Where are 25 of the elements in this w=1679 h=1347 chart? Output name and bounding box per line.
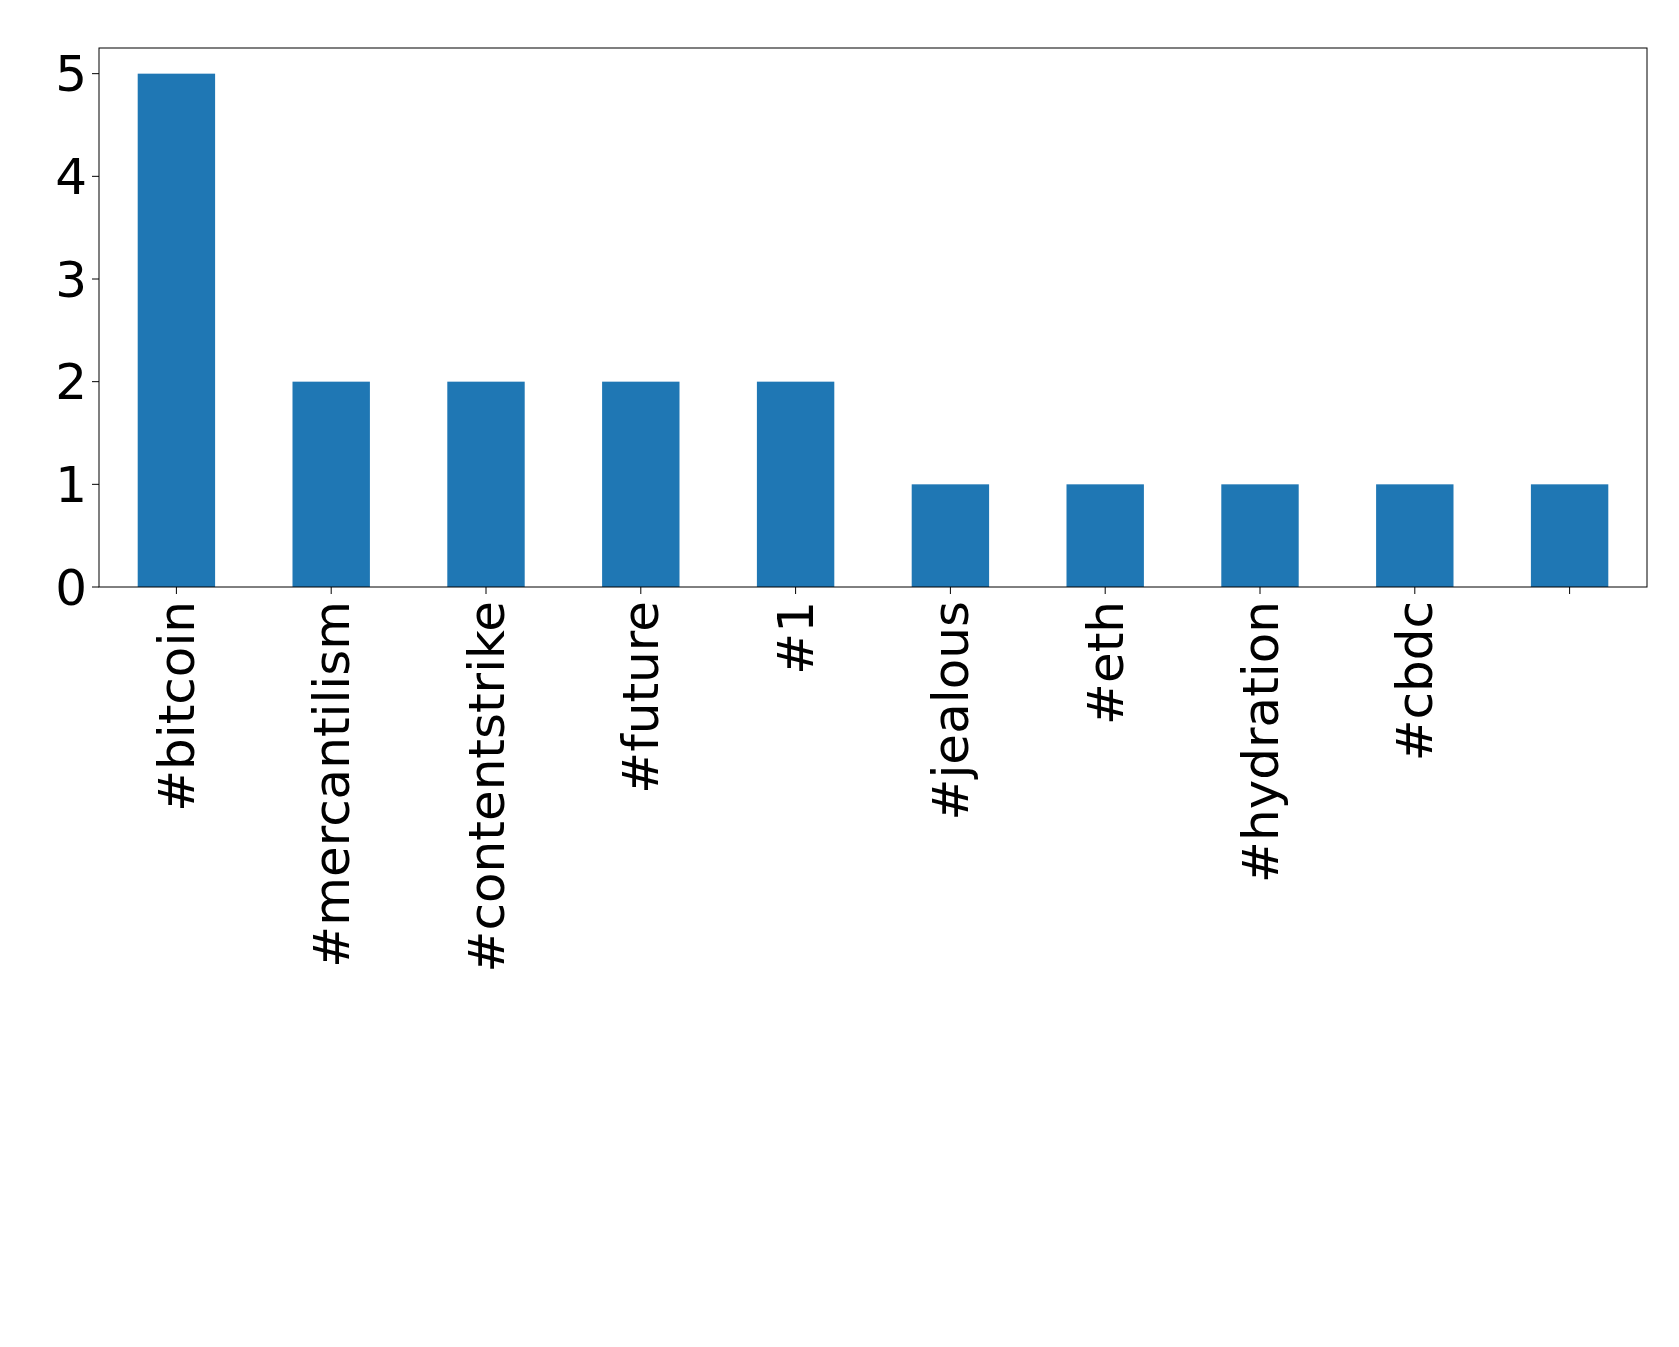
x-tick-label: #jealous — [921, 601, 980, 821]
bar — [1530, 484, 1609, 587]
y-tick-label: 5 — [55, 45, 87, 104]
bar — [911, 484, 990, 587]
bar — [1376, 484, 1454, 587]
x-tick-label: #eth — [1076, 601, 1135, 725]
y-tick-label: 1 — [55, 455, 87, 514]
bar — [1221, 484, 1299, 587]
x-tick-label: #cbdc — [1386, 601, 1445, 762]
x-tick-label: #1 — [767, 601, 826, 675]
y-tick-label: 2 — [55, 353, 87, 412]
y-tick-label: 4 — [55, 147, 87, 206]
bar — [137, 73, 216, 587]
x-tick-label: #bitcoin — [147, 601, 206, 812]
bar — [292, 381, 370, 587]
y-tick-label: 0 — [55, 558, 87, 617]
x-tick-label: #hydration — [1231, 601, 1290, 883]
x-tick-label: #mercantilism — [302, 601, 361, 968]
y-tick-label: 3 — [55, 250, 87, 309]
x-tick-label: #contentstrike — [457, 601, 516, 973]
bar — [1066, 484, 1144, 587]
bar — [756, 381, 835, 587]
bar — [602, 381, 680, 587]
x-tick-label: #future — [612, 601, 671, 794]
bar — [447, 381, 525, 587]
